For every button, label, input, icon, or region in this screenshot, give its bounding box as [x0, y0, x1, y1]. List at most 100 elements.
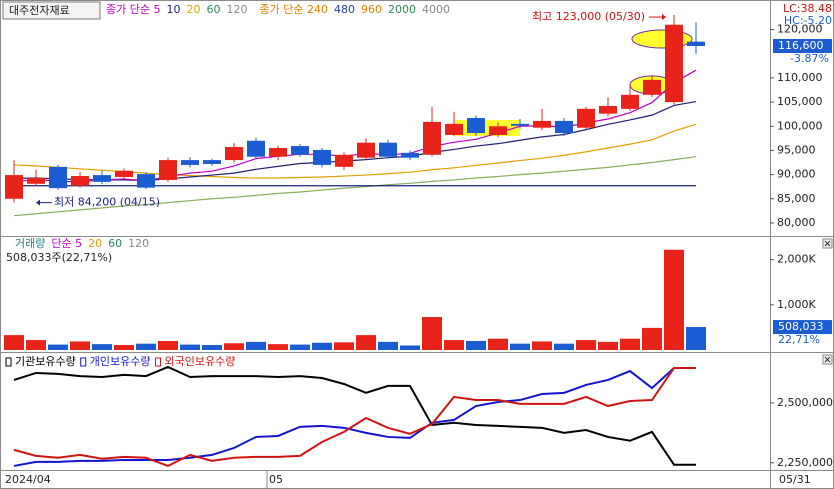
y-tick-label: 110,000 — [777, 71, 823, 84]
volume-bar — [620, 338, 640, 350]
volume-bar — [92, 344, 112, 350]
candle-body — [599, 105, 617, 114]
legend-item: 외국인보유수량 — [164, 355, 235, 368]
y-tick-label: 2,250,000 — [777, 456, 833, 469]
candle-body — [93, 175, 111, 182]
volume-bar — [576, 340, 596, 350]
legend-swatch — [154, 357, 161, 367]
lc-value: LC:38.48 — [783, 2, 832, 15]
candle-body — [445, 123, 463, 135]
arrow-head — [662, 14, 666, 21]
cursor-date: 05/31 — [779, 473, 811, 486]
line — [13, 366, 696, 467]
legend-swatch — [80, 357, 87, 367]
close-button[interactable] — [822, 238, 833, 249]
candle-body — [159, 160, 177, 180]
candle-body — [27, 177, 45, 184]
volume-ratio: 22,71% — [778, 333, 820, 346]
volume-info: 508,033주(22,71%) — [6, 251, 112, 264]
line — [13, 101, 697, 182]
candle-body — [49, 166, 67, 189]
candle-body — [555, 120, 573, 134]
candle-body — [467, 118, 485, 134]
candle-body — [489, 126, 507, 135]
candle-body — [577, 108, 595, 128]
volume-bar — [48, 344, 68, 350]
candle-body — [643, 79, 661, 95]
y-tick-label: 95,000 — [777, 143, 816, 156]
volume-bar — [378, 341, 398, 350]
candle-body — [269, 148, 287, 157]
candle-body — [511, 123, 529, 126]
legend-item: 20 — [186, 3, 200, 16]
volume-bar — [70, 341, 90, 350]
legend-item: 종가 단순 240 — [259, 3, 327, 16]
volume-bar — [444, 340, 464, 350]
legend-item: 2000 — [388, 3, 416, 16]
candle-body — [379, 142, 397, 157]
candle-body — [291, 146, 309, 155]
y-tick-label: 85,000 — [777, 192, 816, 205]
volume-bar — [642, 327, 662, 350]
volume-bar — [246, 341, 266, 350]
close-button[interactable] — [822, 354, 833, 365]
candle-body — [247, 140, 265, 157]
legend-item: 120 — [128, 237, 149, 250]
candle-body — [533, 120, 551, 128]
x-tick-label: 2024/04 — [5, 473, 51, 486]
legend-swatch — [5, 357, 12, 367]
x-tick-label: 05 — [269, 473, 283, 486]
volume-bar — [26, 340, 46, 350]
volume-title: 거래량 — [15, 237, 45, 250]
line — [13, 365, 696, 466]
volume-bar — [224, 343, 244, 350]
volume-bar — [290, 344, 310, 350]
current-price: 116,600 — [778, 39, 824, 52]
y-tick-label: 105,000 — [777, 95, 823, 108]
candle-body — [423, 121, 441, 155]
volume-bar — [488, 338, 508, 350]
legend-item: 종가 단순 5 — [106, 3, 160, 16]
stock-name-box[interactable] — [2, 1, 101, 20]
stock-name[interactable]: 대주전자재료 — [9, 4, 70, 17]
legend-item: 60 — [206, 3, 220, 16]
candle-body — [687, 41, 705, 46]
y-tick-label: 100,000 — [777, 119, 823, 132]
volume-bar — [400, 345, 420, 350]
highlight-box — [455, 120, 520, 136]
hc-value: HC:-5.20 — [784, 14, 832, 27]
candle-body — [621, 94, 639, 109]
current-price-box — [773, 38, 832, 53]
high-annotation: 최고 123,000 (05/30) — [532, 10, 645, 23]
volume-bar — [268, 344, 288, 350]
volume-bar — [532, 341, 552, 350]
volume-bar — [422, 317, 442, 350]
volume-bar — [664, 249, 684, 350]
y-tick-label: 90,000 — [777, 168, 816, 181]
candle-body — [665, 24, 683, 103]
volume-bar — [334, 342, 354, 350]
candle-body — [181, 160, 199, 165]
line — [13, 156, 697, 217]
volume-bar — [114, 345, 134, 350]
legend-item: 4000 — [422, 3, 450, 16]
volume-bar — [356, 335, 376, 350]
volume-bar — [202, 345, 222, 350]
legend-item: 개인보유수량 — [90, 355, 151, 368]
candle-body — [357, 142, 375, 158]
current-volume-box — [773, 320, 832, 335]
volume-bar — [598, 341, 618, 350]
legend-item: 960 — [361, 3, 382, 16]
legend-item: 480 — [334, 3, 355, 16]
current-volume: 508,033 — [778, 320, 824, 333]
candle-body — [335, 154, 353, 167]
low-annotation: 최저 84,200 (04/15) — [54, 196, 160, 209]
line — [13, 366, 696, 468]
volume-bar — [4, 335, 24, 350]
legend-item: 단순 5 — [51, 237, 82, 250]
price-change: -3.87% — [790, 52, 829, 65]
y-tick-label: 120,000 — [777, 23, 823, 36]
candle-body — [203, 160, 221, 164]
candle-body — [115, 170, 133, 178]
